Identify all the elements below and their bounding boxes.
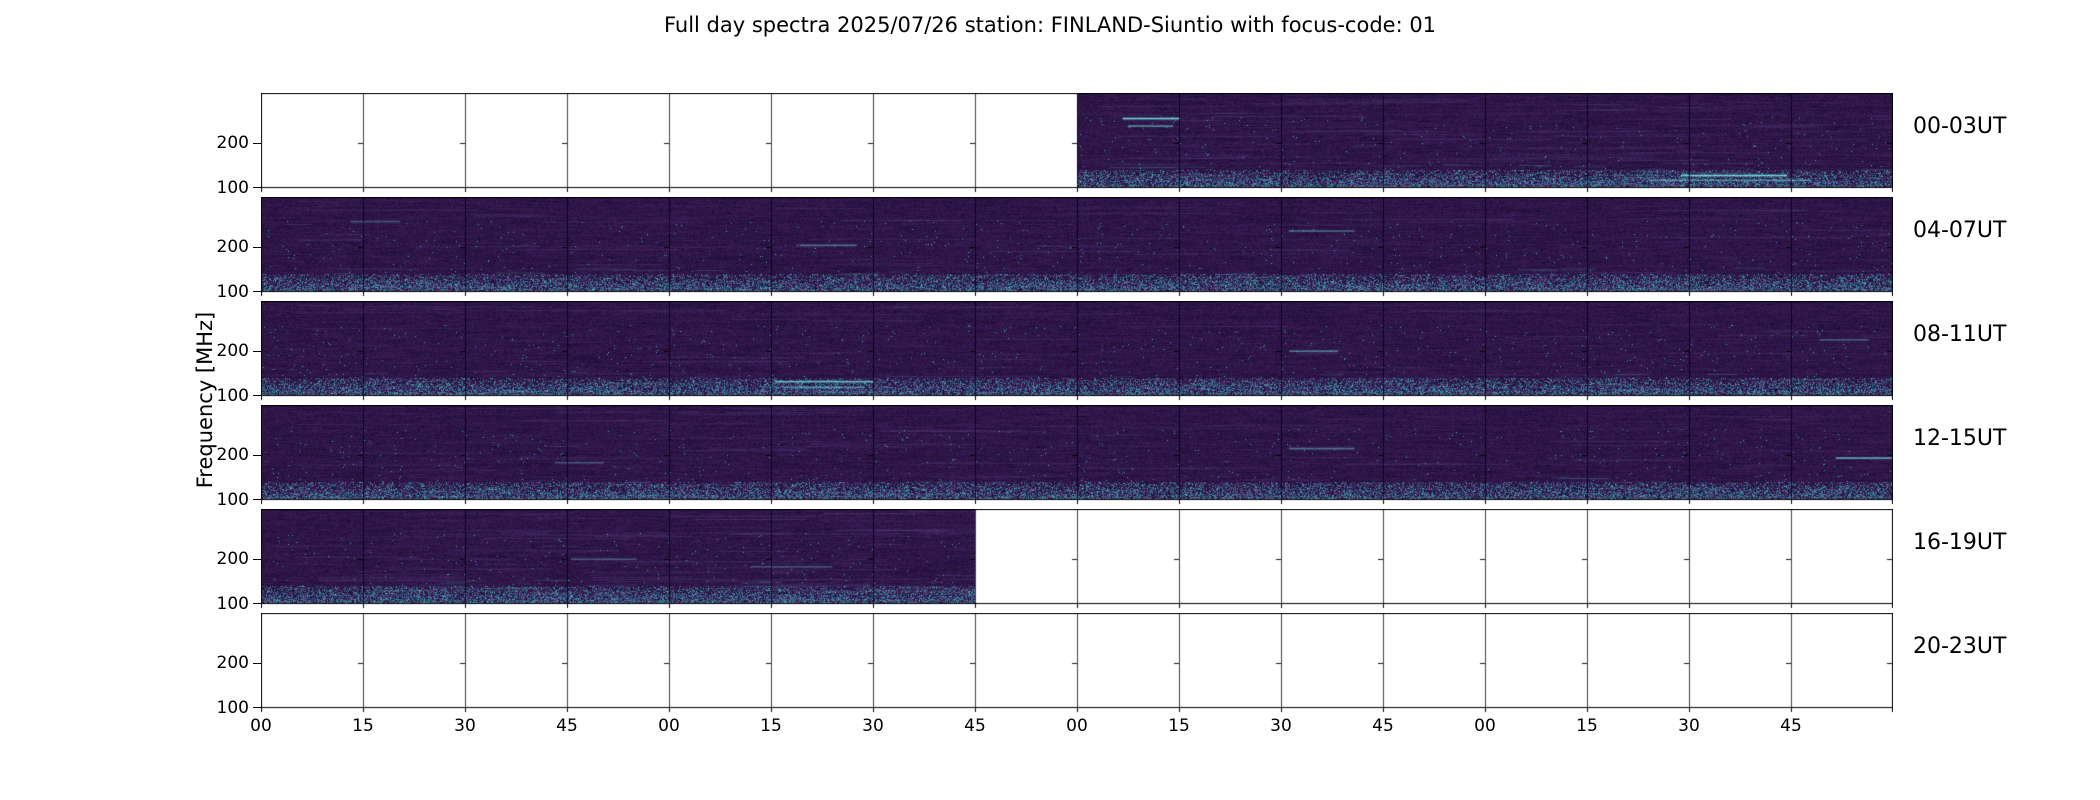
x-tick-label: 30 xyxy=(862,716,884,736)
x-tick-label: 15 xyxy=(1168,716,1190,736)
row-time-label: 08-11UT xyxy=(1913,322,2007,347)
y-tick-mark-200 xyxy=(253,143,261,144)
y-tick-label-100: 100 xyxy=(216,178,249,198)
y-tick-mark-200 xyxy=(253,351,261,352)
row-time-label: 04-07UT xyxy=(1913,218,2007,243)
x-tick-label: 00 xyxy=(250,716,272,736)
x-tick-label: 45 xyxy=(964,716,986,736)
x-tick-label: 00 xyxy=(1474,716,1496,736)
spectrogram-row-3 xyxy=(261,405,1893,505)
figure-title: Full day spectra 2025/07/26 station: FIN… xyxy=(663,13,1437,37)
y-tick-mark-200 xyxy=(253,247,261,248)
x-tick-label: 00 xyxy=(658,716,680,736)
spectrogram-row-1 xyxy=(261,197,1893,297)
row-time-label: 12-15UT xyxy=(1913,426,2007,451)
x-tick-label: 45 xyxy=(556,716,578,736)
x-tick-label: 30 xyxy=(1678,716,1700,736)
y-tick-label-200: 200 xyxy=(216,445,249,465)
y-tick-mark-100 xyxy=(253,707,261,708)
spectrogram-row-5 xyxy=(261,613,1893,713)
y-tick-label-200: 200 xyxy=(216,237,249,257)
y-tick-mark-200 xyxy=(253,559,261,560)
row-time-label: 00-03UT xyxy=(1913,114,2007,139)
y-tick-mark-200 xyxy=(253,455,261,456)
x-tick-label: 45 xyxy=(1372,716,1394,736)
x-tick-label: 15 xyxy=(760,716,782,736)
row-time-label: 20-23UT xyxy=(1913,634,2007,659)
spectrogram-row-0 xyxy=(261,93,1893,193)
x-tick-label: 45 xyxy=(1780,716,1802,736)
y-tick-mark-200 xyxy=(253,663,261,664)
row-time-label: 16-19UT xyxy=(1913,530,2007,555)
y-tick-label-100: 100 xyxy=(216,386,249,406)
x-tick-label: 00 xyxy=(1066,716,1088,736)
y-tick-label-200: 200 xyxy=(216,653,249,673)
x-tick-label: 30 xyxy=(454,716,476,736)
y-tick-mark-100 xyxy=(253,187,261,188)
y-tick-label-200: 200 xyxy=(216,341,249,361)
x-tick-label: 15 xyxy=(1576,716,1598,736)
y-tick-mark-100 xyxy=(253,395,261,396)
x-tick-label: 15 xyxy=(352,716,374,736)
y-tick-mark-100 xyxy=(253,291,261,292)
y-tick-mark-100 xyxy=(253,499,261,500)
y-tick-label-200: 200 xyxy=(216,133,249,153)
x-tick-label: 30 xyxy=(1270,716,1292,736)
spectrogram-row-4 xyxy=(261,509,1893,609)
spectrogram-row-2 xyxy=(261,301,1893,401)
y-tick-label-200: 200 xyxy=(216,549,249,569)
y-tick-mark-100 xyxy=(253,603,261,604)
y-tick-label-100: 100 xyxy=(216,282,249,302)
y-tick-label-100: 100 xyxy=(216,594,249,614)
y-tick-label-100: 100 xyxy=(216,490,249,510)
y-tick-label-100: 100 xyxy=(216,698,249,718)
